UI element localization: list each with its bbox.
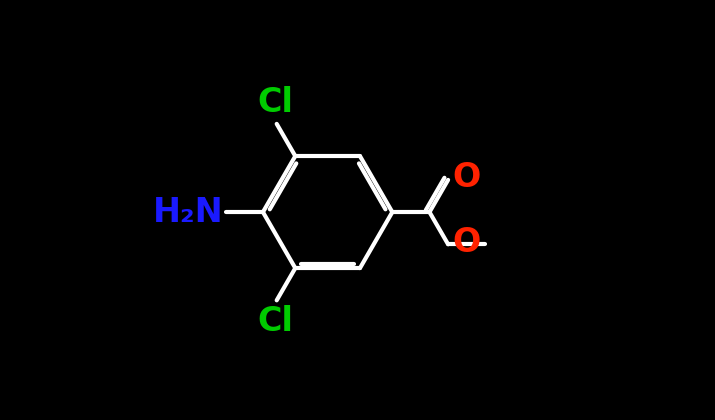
Text: O: O xyxy=(452,161,480,194)
Text: O: O xyxy=(452,226,480,259)
Text: H₂N: H₂N xyxy=(152,196,223,228)
Text: Cl: Cl xyxy=(257,305,293,338)
Text: Cl: Cl xyxy=(257,86,293,119)
